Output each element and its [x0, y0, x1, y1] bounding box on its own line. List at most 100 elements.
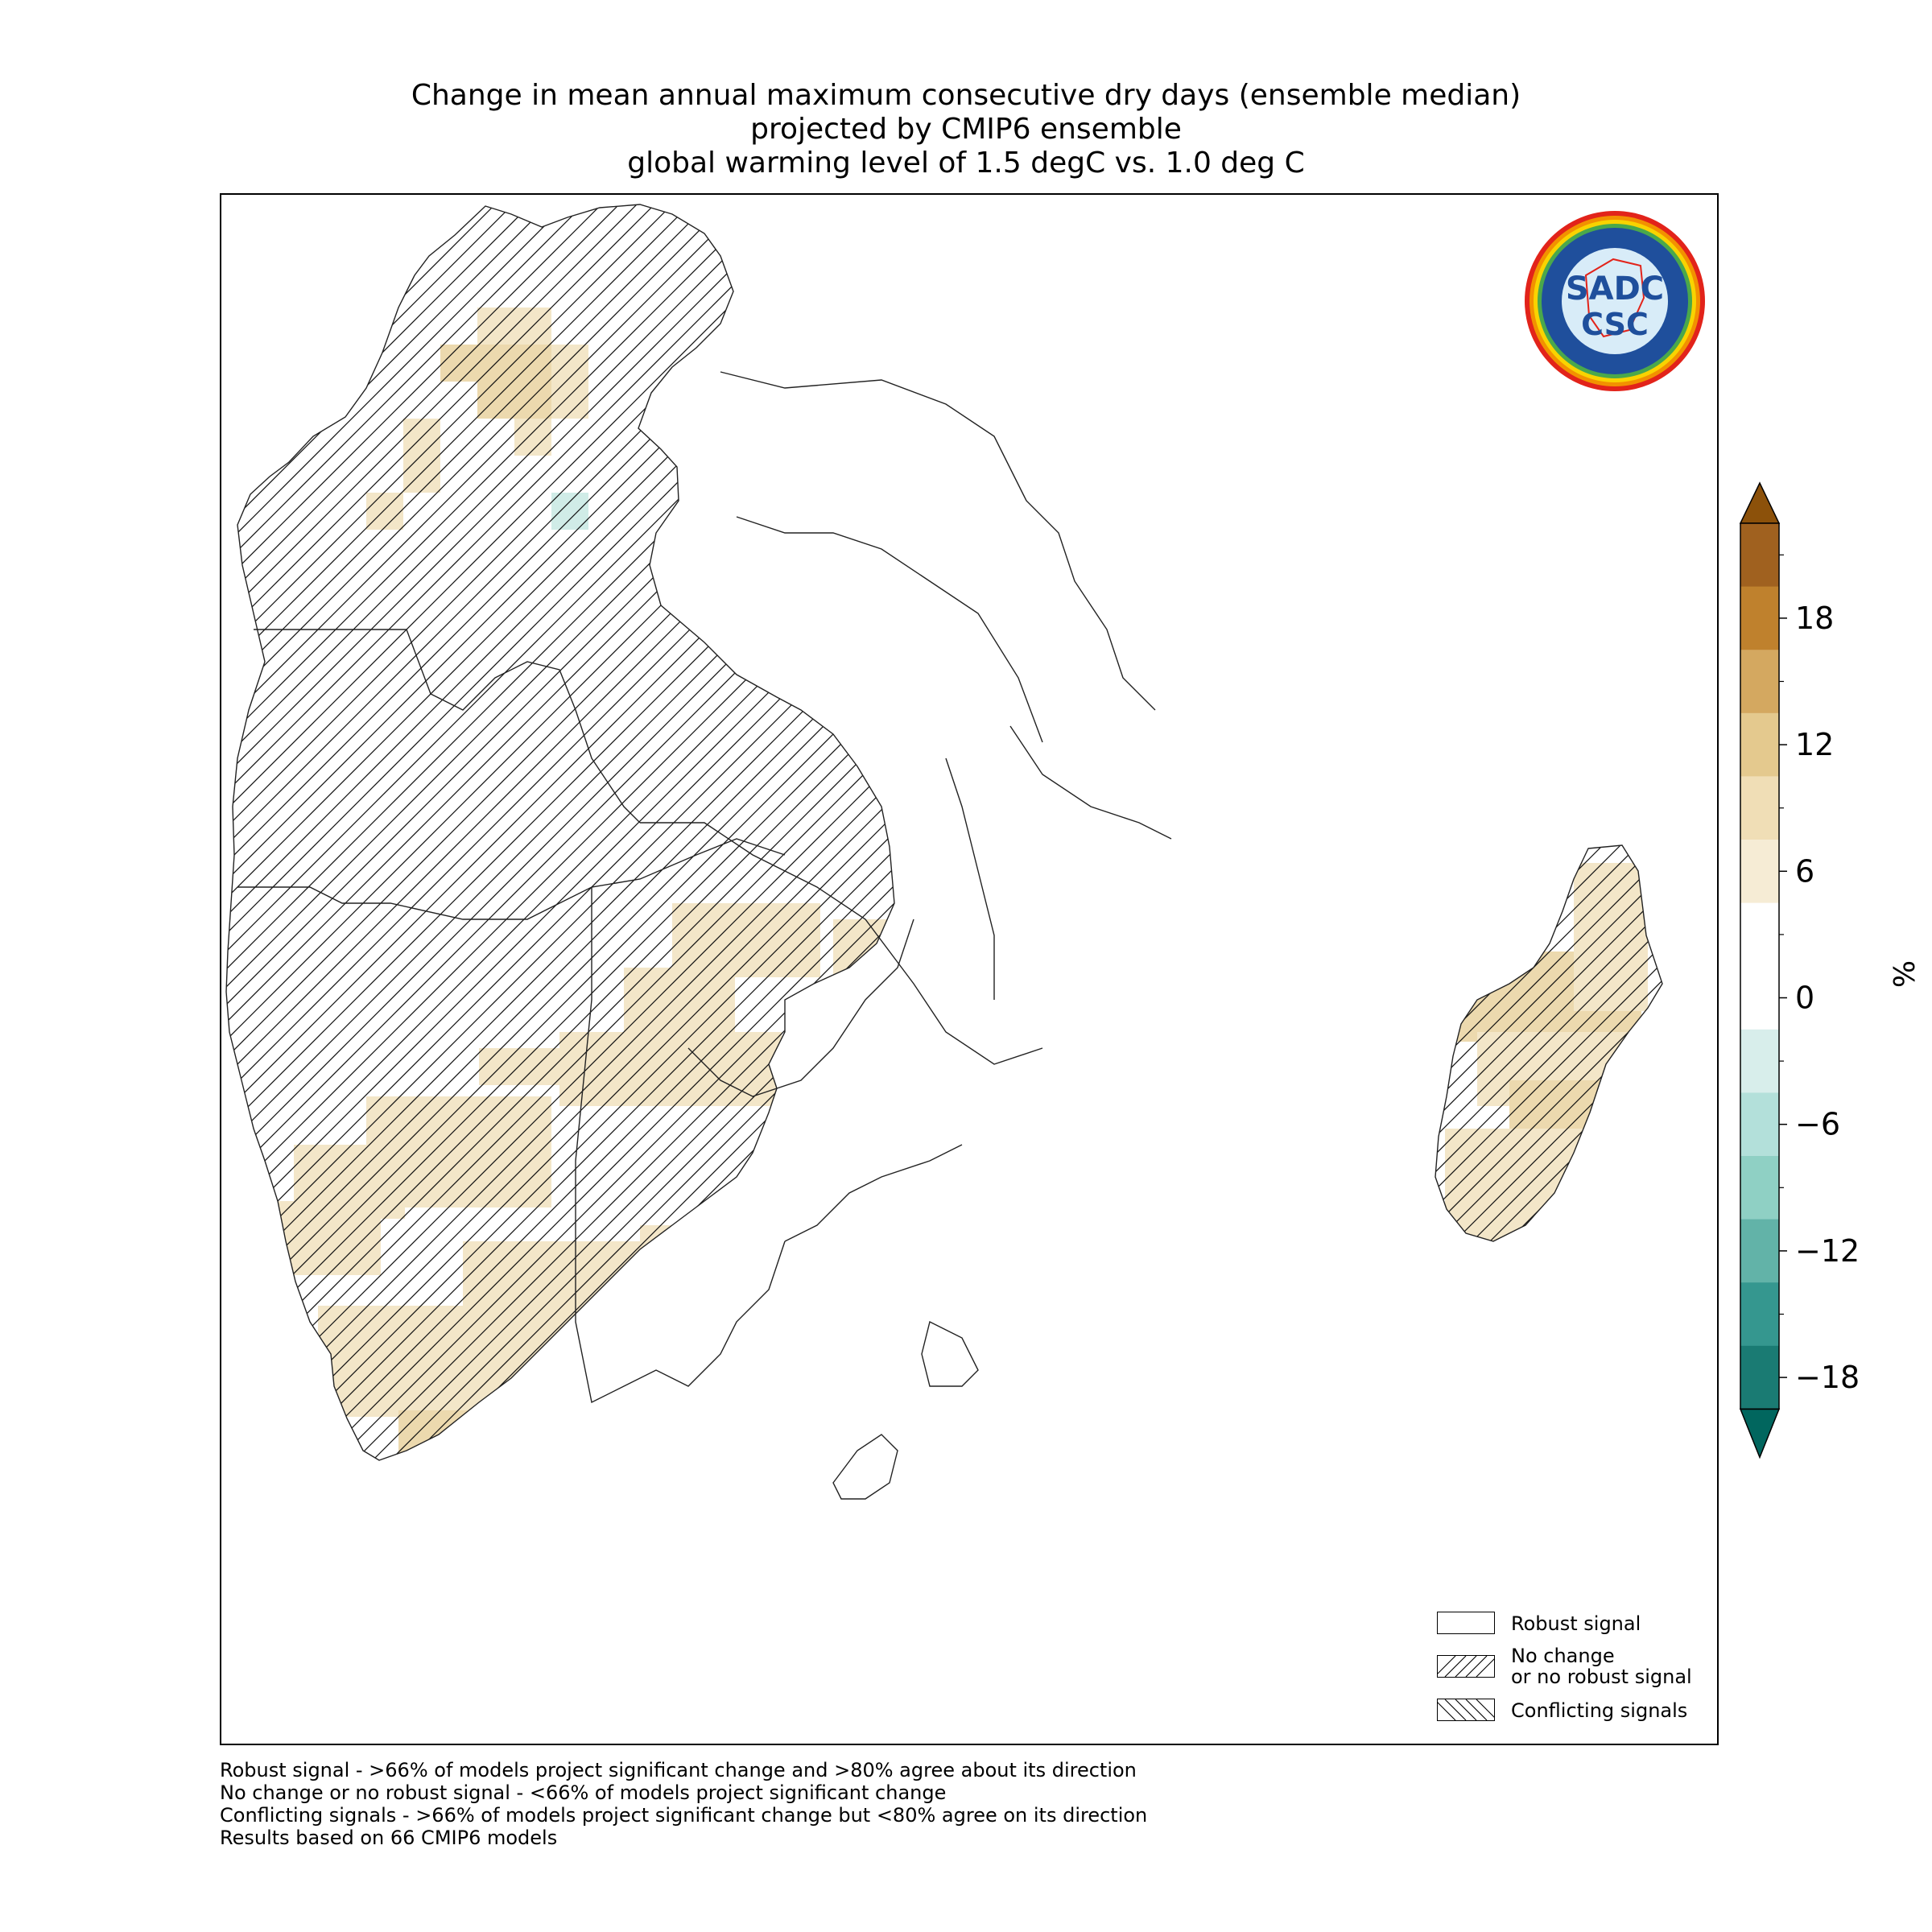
- hatch-line: [404, 204, 894, 1460]
- hatch-line: [226, 204, 293, 1460]
- map-frame: SADC CSC Robust signal No change or no r…: [220, 193, 1719, 1745]
- colorbar-bands: [1739, 481, 1781, 1459]
- hatch-line: [1455, 845, 1662, 1241]
- hatch-line: [226, 204, 842, 1460]
- country-border: [237, 838, 786, 920]
- data-cell: [914, 1402, 988, 1476]
- data-cell: [1026, 718, 1137, 792]
- hatch-line: [226, 204, 523, 1460]
- data-cell: [785, 1354, 894, 1428]
- hatch-line: [226, 204, 894, 1460]
- colorbar-band: [1740, 902, 1779, 967]
- data-cell: [704, 1290, 852, 1364]
- data-cell: [1026, 1064, 1137, 1138]
- country-border: [254, 629, 641, 824]
- hatch-line: [978, 823, 1413, 1257]
- data-cell: [551, 345, 588, 382]
- colorbar-outline: [1740, 522, 1780, 1410]
- hatch-line: [226, 204, 346, 1460]
- hatch-line: [262, 204, 894, 1460]
- title-line-2: projected by CMIP6 ensemble: [750, 113, 1182, 146]
- colorbar-band: [1740, 776, 1779, 840]
- hatch-line: [226, 204, 736, 1460]
- footnote-conflicting: Conflicting signals - >66% of models pro…: [220, 1804, 1148, 1827]
- hatch-line: [226, 204, 683, 1460]
- colorbar-band: [1740, 586, 1779, 650]
- hatch-line: [227, 204, 894, 1460]
- hatch-line: [226, 204, 541, 1460]
- colorbar-band: [1740, 1219, 1779, 1283]
- hatch-line: [226, 204, 894, 1460]
- data-cell: [439, 1724, 513, 1745]
- country-border: [921, 1320, 979, 1387]
- hatch-line: [226, 204, 399, 1460]
- colorbar-band: [1740, 1029, 1779, 1093]
- data-cell: [1445, 1209, 1593, 1241]
- data-cell: [994, 678, 1142, 752]
- hatch-line: [226, 204, 894, 1460]
- hatch-line: [226, 204, 275, 1460]
- colorbar-tick-label: −6: [1795, 1107, 1840, 1142]
- hatch-line: [226, 204, 894, 1460]
- data-cell: [624, 968, 735, 1042]
- hatch-line: [226, 204, 894, 1460]
- hatch-line: [226, 204, 894, 1460]
- hatch-line: [226, 204, 665, 1460]
- hatch-line: [226, 204, 506, 1460]
- hatch-line: [226, 204, 894, 1460]
- hatch-line: [226, 204, 894, 1460]
- data-cell: [551, 493, 588, 530]
- hatch-line: [226, 204, 894, 1460]
- hatch-line: [226, 204, 894, 1460]
- hatch-line: [1473, 845, 1662, 1241]
- data-cell: [543, 1467, 766, 1615]
- country-borders: [225, 204, 1663, 1500]
- hatch-line: [226, 204, 576, 1460]
- colorbar-band: [1740, 1282, 1779, 1347]
- hatch-line: [226, 204, 417, 1460]
- map-canvas: [225, 204, 1663, 1745]
- country-border: [575, 887, 786, 1404]
- legend-label-robust: Robust signal: [1511, 1612, 1641, 1635]
- footnote-no-change: No change or no robust signal - <66% of …: [220, 1781, 947, 1804]
- hatch-line: [1435, 845, 1484, 1241]
- colorbar-tick-label: 12: [1795, 727, 1834, 762]
- country-border: [687, 919, 914, 1097]
- colorbar-tick-label: −18: [1795, 1360, 1860, 1395]
- hatch-line: [226, 204, 612, 1460]
- data-cell: [1026, 613, 1137, 724]
- colorbar-tick-label: 18: [1795, 601, 1834, 636]
- hatch-line: [226, 204, 753, 1460]
- data-cell: [398, 1644, 510, 1718]
- hatch-line: [226, 204, 894, 1460]
- legend-label-conflicting: Conflicting signals: [1511, 1699, 1688, 1722]
- hatch-line: [226, 204, 894, 1460]
- hatch-line: [226, 204, 894, 1460]
- data-cell: [1171, 839, 1245, 950]
- hatch-line: [1435, 845, 1662, 1241]
- data-cell: [672, 1499, 820, 1610]
- country-border: [945, 758, 995, 1000]
- hatch-line: [226, 204, 894, 1460]
- country-border: [720, 371, 1156, 711]
- colorbar-band: [1740, 712, 1779, 777]
- hatch-line: [226, 204, 382, 1460]
- colorbar-band: [1740, 840, 1779, 904]
- hatch-line: [1435, 845, 1662, 1241]
- hatch-line: [226, 204, 894, 1460]
- colorbar-tick-label: −12: [1795, 1233, 1860, 1269]
- colorbar-arrow-top: [1739, 481, 1781, 524]
- hatch-line: [226, 204, 894, 1460]
- hatch-line: [226, 204, 594, 1460]
- data-cells-mainland: [270, 308, 1245, 1745]
- country-border: [832, 1434, 898, 1500]
- data-cell: [914, 879, 1136, 990]
- colorbar-tick-label: 6: [1795, 853, 1814, 889]
- hatch-line: [1435, 845, 1662, 1241]
- hatch-line: [996, 823, 1430, 1257]
- logo-text-bottom: CSC: [1581, 307, 1649, 342]
- hatch-line: [226, 204, 894, 1460]
- country-border: [736, 516, 1043, 743]
- hatch-line: [422, 204, 894, 1460]
- coastline-madagascar: [1435, 844, 1663, 1242]
